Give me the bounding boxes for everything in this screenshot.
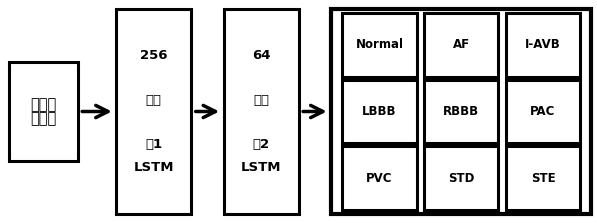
Bar: [424, 146, 498, 210]
Text: 经网络: 经网络: [30, 97, 56, 112]
Bar: [342, 146, 417, 210]
Bar: [506, 146, 580, 210]
Text: PAC: PAC: [530, 105, 556, 118]
Text: STE: STE: [531, 172, 555, 185]
Text: 层1: 层1: [145, 138, 162, 151]
Text: RBBB: RBBB: [443, 105, 479, 118]
Bar: [224, 9, 298, 214]
Text: 双向: 双向: [146, 94, 162, 107]
Text: Normal: Normal: [355, 38, 404, 51]
Text: LBBB: LBBB: [362, 105, 396, 118]
Text: I-AVB: I-AVB: [525, 38, 561, 51]
Text: 64: 64: [252, 49, 270, 62]
Text: LSTM: LSTM: [134, 161, 174, 174]
Bar: [116, 9, 191, 214]
Text: 卷积神: 卷积神: [30, 111, 56, 126]
Bar: [424, 13, 498, 77]
Text: 双向: 双向: [253, 94, 269, 107]
Bar: [506, 13, 580, 77]
Text: PVC: PVC: [366, 172, 393, 185]
Text: 256: 256: [140, 49, 168, 62]
Bar: [342, 13, 417, 77]
Bar: [506, 80, 580, 143]
Bar: [9, 62, 78, 161]
Bar: [342, 80, 417, 143]
Bar: [424, 80, 498, 143]
Bar: [331, 9, 591, 214]
Text: LSTM: LSTM: [241, 161, 281, 174]
Text: STD: STD: [448, 172, 475, 185]
Text: AF: AF: [453, 38, 470, 51]
Text: 层2: 层2: [253, 138, 270, 151]
